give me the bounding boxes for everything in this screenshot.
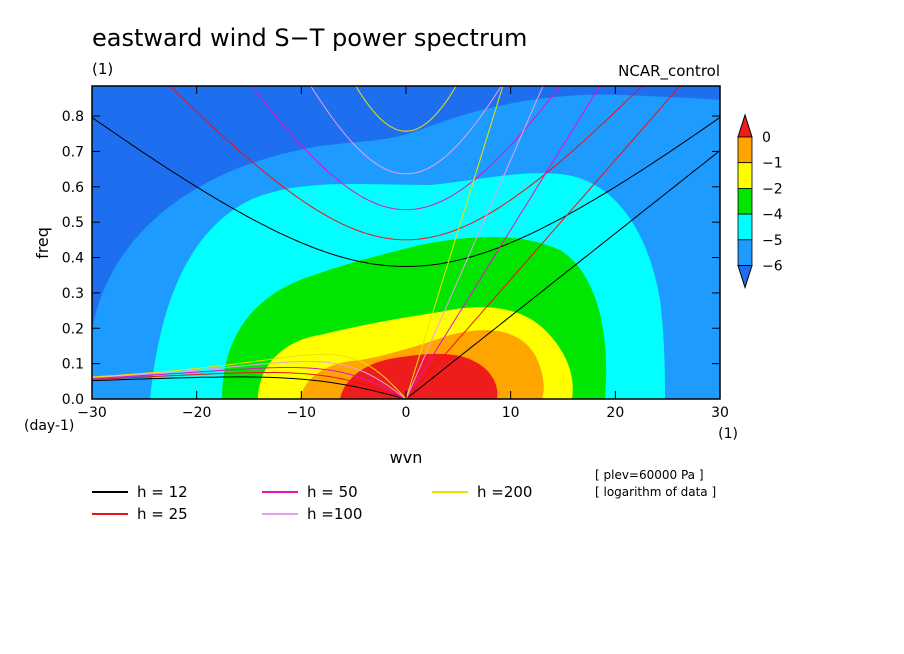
legend: h = 12 h = 25 h = 50 h =100 h =200 [92, 483, 532, 523]
colorbar-bin [737, 136, 753, 164]
legend-label: h = 50 [307, 483, 358, 501]
legend-label: h = 25 [137, 505, 188, 523]
colorbar-bin [737, 213, 753, 241]
kelvin-curve [405, 86, 681, 399]
kelvin-curve [405, 150, 720, 399]
rossby-curve [92, 372, 407, 399]
colorbar-top-arrow [737, 113, 753, 138]
colorbar-bin [737, 239, 753, 266]
inertia-gravity-curve [92, 116, 720, 268]
y-tick-label: 0.8 [62, 109, 84, 125]
chart-title: eastward wind S−T power spectrum [92, 24, 527, 52]
x-tick-label: −30 [77, 405, 107, 421]
kelvin-curve [405, 86, 504, 399]
kelvin-curve [405, 86, 601, 399]
rossby-curve [92, 361, 407, 399]
y-tick-label: 0.5 [62, 215, 84, 231]
kelvin-curve [405, 86, 544, 399]
colorbar: 0 −1 −2 −4 −5 −6 [737, 113, 783, 290]
colorbar-label: −6 [762, 259, 783, 275]
legend-label: h =200 [477, 483, 532, 501]
legend-label: h =100 [307, 505, 362, 523]
colorbar-bin [737, 162, 753, 189]
y-unit-label: (day-1) [24, 418, 74, 434]
y-axis-title: freq [33, 227, 52, 259]
y-axis: 0.0 0.1 0.2 0.3 0.4 0.5 0.6 0.7 0.8 [62, 109, 720, 408]
x-axis: −30 −20 −10 0 10 20 30 [77, 86, 729, 421]
dispersion-curves [92, 86, 720, 399]
colorbar-bin [737, 187, 753, 215]
y-tick-label: 0.0 [62, 392, 84, 408]
contour-level-0 [340, 353, 498, 399]
rossby-curve [92, 367, 407, 399]
x-tick-label: −20 [182, 405, 212, 421]
y-tick-label: 0.6 [62, 180, 84, 196]
inertia-gravity-curve [310, 86, 502, 175]
x-tick-label: 30 [711, 405, 729, 421]
y-tick-label: 0.3 [62, 286, 84, 302]
y-tick-label: 0.1 [62, 357, 84, 373]
chart-subtitle-right: NCAR_control [618, 62, 720, 81]
x-tick-label: 0 [402, 405, 411, 421]
colorbar-bottom-arrow [737, 265, 753, 290]
rossby-curve [92, 353, 407, 399]
note-plev: [ plev=60000 Pa ] [595, 468, 704, 482]
colorbar-label: −5 [762, 233, 783, 249]
y-tick-label: 0.2 [62, 321, 84, 337]
colorbar-label: 0 [762, 130, 771, 146]
colorbar-label: −1 [762, 156, 783, 172]
x-tick-label: 20 [606, 405, 624, 421]
x-unit-label: (1) [718, 426, 738, 442]
note-log: [ logarithm of data ] [595, 485, 716, 499]
colorbar-label: −4 [762, 207, 783, 223]
rossby-curve [92, 376, 407, 399]
y-tick-label: 0.4 [62, 251, 84, 267]
inertia-gravity-curve [355, 86, 457, 132]
legend-label: h = 12 [137, 483, 188, 501]
x-axis-title: wvn [390, 448, 423, 467]
x-tick-label: 10 [502, 405, 520, 421]
y-tick-label: 0.7 [62, 144, 84, 160]
chart-subtitle-left: (1) [92, 60, 113, 78]
colorbar-label: −2 [762, 181, 783, 197]
x-tick-label: −10 [287, 405, 317, 421]
inertia-gravity-curve [251, 86, 561, 211]
plot-area [92, 86, 720, 399]
inertia-gravity-curve [169, 86, 643, 241]
